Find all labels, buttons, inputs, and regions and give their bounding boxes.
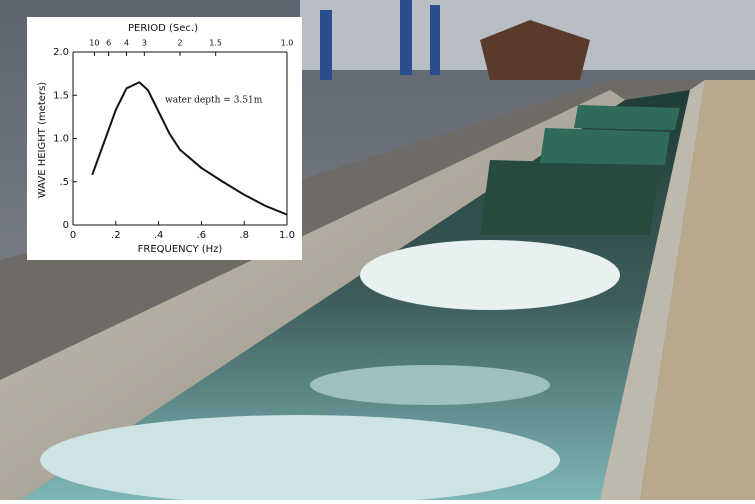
period-tick-label: 1.0 bbox=[281, 39, 294, 48]
period-tick-label: 3 bbox=[142, 39, 147, 48]
period-tick-label: 6 bbox=[106, 39, 111, 48]
y-tick-label: .5 bbox=[59, 177, 69, 188]
x-tick-label: .8 bbox=[239, 230, 249, 241]
x-tick-label: 0 bbox=[70, 230, 76, 241]
y-axis-label: WAVE HEIGHT (meters) bbox=[37, 82, 48, 198]
x-tick-label: .4 bbox=[154, 230, 164, 241]
period-tick-label: 2 bbox=[177, 39, 182, 48]
x-tick-label: .2 bbox=[111, 230, 121, 241]
scene: PERIOD (Sec.) FREQUENCY (Hz) WAVE HEIGHT… bbox=[0, 0, 755, 500]
period-tick-label: 4 bbox=[124, 39, 129, 48]
annotation: water depth = 3.51m bbox=[165, 96, 263, 106]
y-tick-label: 2.0 bbox=[53, 47, 69, 58]
y-tick-label: 0 bbox=[63, 220, 69, 231]
period-axis-title: PERIOD (Sec.) bbox=[128, 23, 198, 34]
period-tick-label: 1.5 bbox=[209, 39, 222, 48]
y-tick-label: 1.5 bbox=[53, 90, 69, 101]
period-tick-label: 10 bbox=[89, 39, 99, 48]
x-tick-label: .6 bbox=[197, 230, 207, 241]
x-tick-label: 1.0 bbox=[279, 230, 295, 241]
y-tick-label: 1.0 bbox=[53, 134, 69, 145]
x-axis-label: FREQUENCY (Hz) bbox=[138, 244, 223, 255]
